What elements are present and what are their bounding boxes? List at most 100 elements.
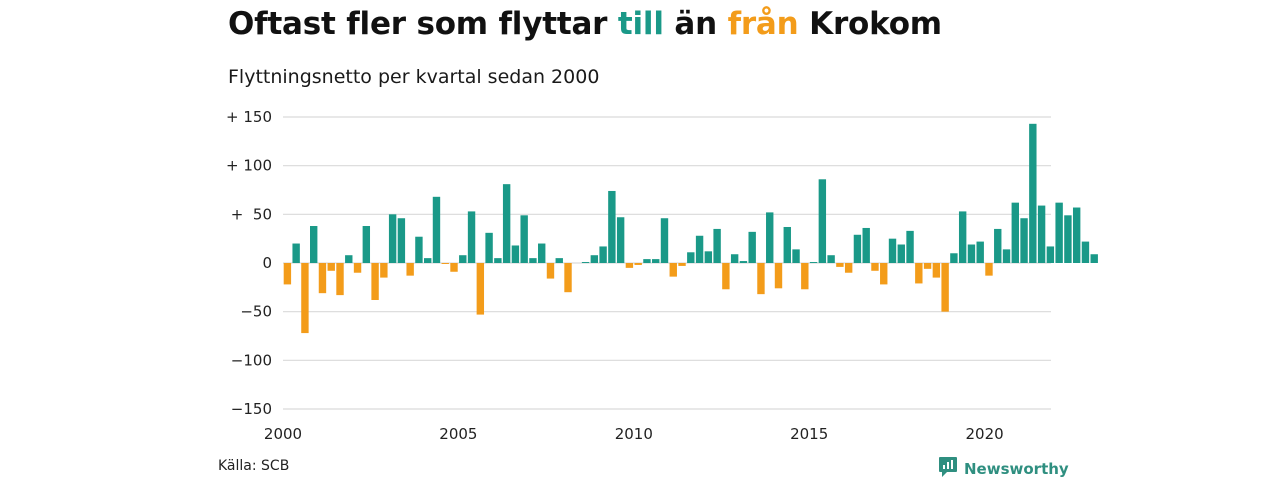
bar-19 xyxy=(450,263,458,272)
bar-37 xyxy=(608,190,616,263)
bar-21 xyxy=(467,211,476,263)
bar-39 xyxy=(625,263,634,268)
x-tick-label-4: 2020 xyxy=(966,425,1004,443)
bar-70 xyxy=(897,244,905,263)
bar-71 xyxy=(906,230,914,263)
bar-11 xyxy=(380,263,388,278)
bar-52 xyxy=(739,261,748,263)
bar-43 xyxy=(660,218,669,263)
chart-subtitle: Flyttningsnetto per kvartal sedan 2000 xyxy=(228,66,600,88)
bar-24 xyxy=(494,258,502,263)
bar-14 xyxy=(406,263,414,276)
newsworthy-logo-icon xyxy=(938,456,958,482)
bar-6 xyxy=(336,263,344,296)
bar-44 xyxy=(669,263,677,277)
y-tick-label-5: −100 xyxy=(231,351,272,369)
bar-12 xyxy=(388,214,397,263)
bar-15 xyxy=(415,236,423,263)
bar-41 xyxy=(643,259,651,263)
bar-35 xyxy=(590,255,599,263)
bar-27 xyxy=(520,215,528,263)
bar-90 xyxy=(1072,207,1081,263)
bar-69 xyxy=(888,238,897,263)
chart-title: Oftast fler som flyttar till än från Kro… xyxy=(228,6,942,42)
bar-62 xyxy=(827,255,835,263)
bar-77 xyxy=(958,211,967,263)
bar-81 xyxy=(994,228,1002,263)
bar-54 xyxy=(757,263,765,295)
bar-5 xyxy=(327,263,335,271)
bar-65 xyxy=(853,234,862,263)
bar-3 xyxy=(310,226,318,263)
bar-10 xyxy=(371,263,379,300)
bar-86 xyxy=(1037,205,1046,263)
bar-84 xyxy=(1020,218,1028,263)
axis-labels: + 150 + 100 + 50 0 −50 −100 −150 2000 2005 2010 20… xyxy=(226,108,1004,443)
x-tick-label-2: 2010 xyxy=(615,425,653,443)
bar-34 xyxy=(581,262,590,263)
bar-31 xyxy=(555,258,563,263)
title-word-fran: från xyxy=(727,6,799,42)
bar-36 xyxy=(599,246,607,263)
bar-85 xyxy=(1029,123,1037,263)
y-tick-label-1: + 100 xyxy=(226,157,272,175)
bar-79 xyxy=(976,241,984,263)
bar-82 xyxy=(1002,249,1011,263)
source-note: Källa: SCB xyxy=(218,458,290,474)
bar-63 xyxy=(836,263,844,267)
bar-46 xyxy=(687,252,695,263)
bar-64 xyxy=(844,263,853,273)
bar-18 xyxy=(441,263,449,264)
bar-76 xyxy=(950,253,958,263)
bar-49 xyxy=(713,228,721,263)
bar-8 xyxy=(353,263,362,273)
bar-7 xyxy=(345,255,353,263)
bar-25 xyxy=(502,184,511,263)
bar-2 xyxy=(301,263,309,334)
bar-88 xyxy=(1055,202,1063,263)
bar-68 xyxy=(880,263,888,285)
bar-26 xyxy=(511,245,520,263)
bar-51 xyxy=(730,254,739,263)
bar-23 xyxy=(485,232,493,263)
x-tick-label-0: 2000 xyxy=(264,425,302,443)
y-tick-label-2: + 50 xyxy=(231,205,272,223)
bar-83 xyxy=(1011,202,1019,263)
bar-17 xyxy=(432,196,441,263)
bar-50 xyxy=(722,263,730,290)
brand-logo[interactable]: Newsworthy xyxy=(938,456,1069,482)
bar-40 xyxy=(634,263,642,265)
bar-1 xyxy=(292,243,300,263)
bar-53 xyxy=(748,231,756,263)
bar-48 xyxy=(704,251,713,263)
bar-0 xyxy=(283,263,292,285)
bar-92 xyxy=(1090,254,1098,263)
bar-57 xyxy=(783,226,791,263)
bar-42 xyxy=(652,259,660,263)
title-part-1: Oftast fler som flyttar xyxy=(228,6,618,42)
bar-75 xyxy=(941,263,949,312)
bar-45 xyxy=(678,263,686,266)
bar-9 xyxy=(362,226,371,263)
bar-28 xyxy=(529,258,537,263)
y-tick-label-6: −150 xyxy=(231,400,272,418)
title-part-3: än xyxy=(663,6,728,42)
bar-66 xyxy=(862,227,870,263)
bar-47 xyxy=(695,235,704,263)
y-tick-label-4: −50 xyxy=(240,303,272,321)
title-word-till: till xyxy=(617,6,664,42)
bar-67 xyxy=(871,263,879,271)
bar-22 xyxy=(476,263,485,315)
y-tick-label-3: 0 xyxy=(262,254,272,272)
y-tick-label-0: + 150 xyxy=(226,108,272,126)
bar-80 xyxy=(985,263,993,276)
bar-73 xyxy=(923,263,932,269)
bar-74 xyxy=(932,263,941,278)
bar-87 xyxy=(1046,246,1055,263)
bar-30 xyxy=(546,263,555,279)
brand-name: Newsworthy xyxy=(964,460,1069,478)
bars xyxy=(283,123,1098,334)
bar-32 xyxy=(564,263,572,293)
bar-38 xyxy=(616,217,625,263)
